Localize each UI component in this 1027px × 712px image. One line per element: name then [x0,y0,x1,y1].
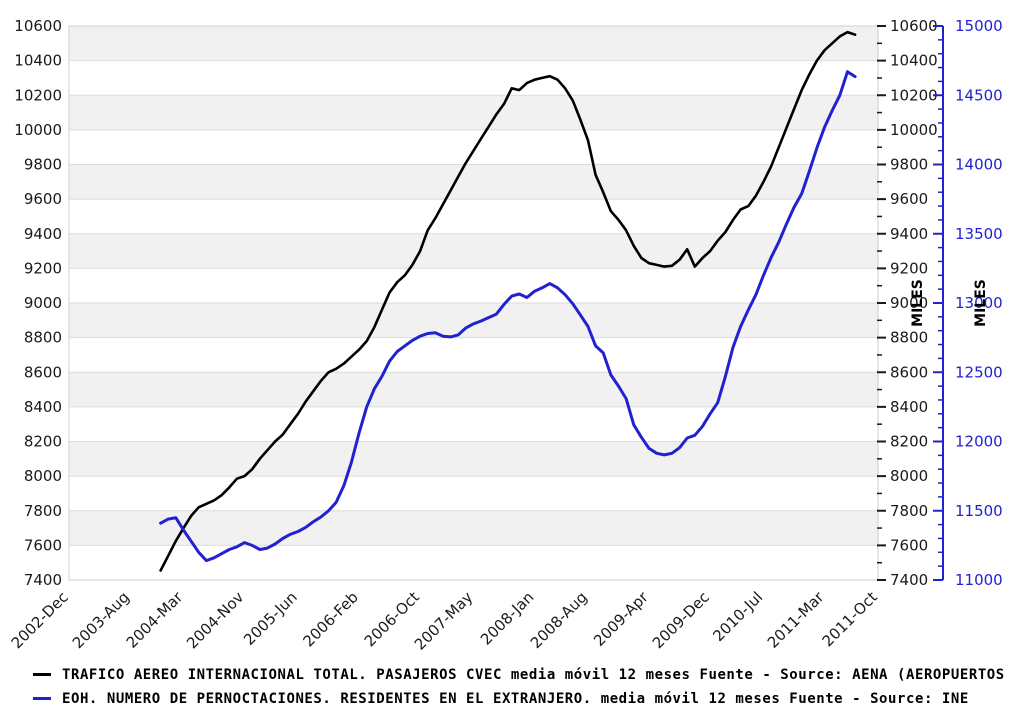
legend-label: EOH. NUMERO DE PERNOCTACIONES. RESIDENTE… [62,691,969,707]
axis-tick-label: 8600 [24,363,62,381]
series-line-overnight-stays [159,70,857,563]
x-tick-label: 2009-Apr [590,588,652,650]
x-tick-label: 2005-Jun [240,588,301,649]
axis-tick-label: 9000 [24,294,62,312]
legend-label: TRAFICO AEREO INTERNACIONAL TOTAL. PASAJ… [62,667,1005,683]
axis-title-miles-black: MILES [910,279,926,327]
axis-tick-label: 7400 [890,571,928,589]
axis-tick-label: 7800 [24,502,62,520]
axis-tick-label: 14500 [955,86,1003,104]
axis-tick-label: 7600 [24,536,62,554]
axis-tick-label: 8600 [890,363,928,381]
axis-tick-label: 9800 [24,156,62,174]
axis-tick-label: 7800 [890,502,928,520]
axis-tick-label: 7400 [24,571,62,589]
axis-tick-label: 7600 [890,536,928,554]
x-tick-label: 2002-Dec [8,588,72,652]
axis-tick-label: 8400 [890,398,928,416]
axis-tick-label: 10400 [890,52,938,70]
axis-tick-label: 8800 [24,329,62,347]
axis-tick-label: 8400 [24,398,62,416]
axis-tick-label: 10200 [890,86,938,104]
axis-tick-label: 12000 [955,433,1003,451]
axis-tick-label: 10600 [890,17,938,35]
x-axis-labels: 2002-Dec2003-Aug2004-Mar2004-Nov2005-Jun… [8,588,881,654]
axis-tick-label: 9400 [890,225,928,243]
axis-tick-label: 8200 [24,433,62,451]
axis-tick-label: 11500 [955,502,1003,520]
axis-tick-label: 14000 [955,156,1003,174]
axis-tick-label: 10000 [14,121,62,139]
axis-tick-label: 8000 [890,467,928,485]
x-tick-label: 2008-Aug [527,588,591,652]
axis-tick-label: 9400 [24,225,62,243]
axis-tick-label: 10200 [14,86,62,104]
axis-tick-label: 12500 [955,363,1003,381]
x-tick-label: 2007-May [411,588,477,654]
axis-tick-label: 9000 [890,294,928,312]
axis-tick-label: 9200 [890,259,928,277]
x-tick-label: 2010-Jul [709,588,766,645]
axis-tick-label: 9600 [890,190,928,208]
axis-tick-label: 9200 [24,259,62,277]
axis-tick-label: 13500 [955,225,1003,243]
axis-title-miles-blue: MILES [973,279,989,327]
x-tick-label: 2004-Mar [123,588,187,652]
axis-tick-label: 10000 [890,121,938,139]
x-tick-label: 2004-Nov [183,588,247,652]
right-axis-blue: 11000 11500 12000 12500 13000 13500 14000 14500… [933,17,1003,589]
plot-bands [69,26,878,546]
axis-tick-label: 8200 [890,433,928,451]
right-axis-black: 7400 7600 7800 8000 8200 8400 8600 8800 9000 9200… [877,17,938,589]
axis-tick-label: 13000 [955,294,1003,312]
series-line-air-traffic [159,30,857,572]
x-tick-label: 2011-Oct [819,588,881,650]
x-tick-label: 2009-Dec [649,588,713,652]
axis-tick-label: 11000 [955,571,1003,589]
axis-tick-label: 8800 [890,329,928,347]
x-tick-label: 2006-Feb [299,588,361,650]
axis-tick-label: 8000 [24,467,62,485]
x-tick-label: 2003-Aug [69,588,133,652]
x-tick-label: 2011-Mar [764,588,828,652]
axis-tick-label: 9800 [890,156,928,174]
blue-line-swatch-icon [33,697,51,700]
axis-tick-label: 15000 [955,17,1003,35]
axis-tick-label: 9600 [24,190,62,208]
black-line-swatch-icon [33,673,51,676]
axis-tick-label: 10400 [14,52,62,70]
axis-tick-label: 10600 [14,17,62,35]
left-axis-labels: 10600 10400 10200 10000 9800 9600 9400 9200 9000… [14,17,62,589]
